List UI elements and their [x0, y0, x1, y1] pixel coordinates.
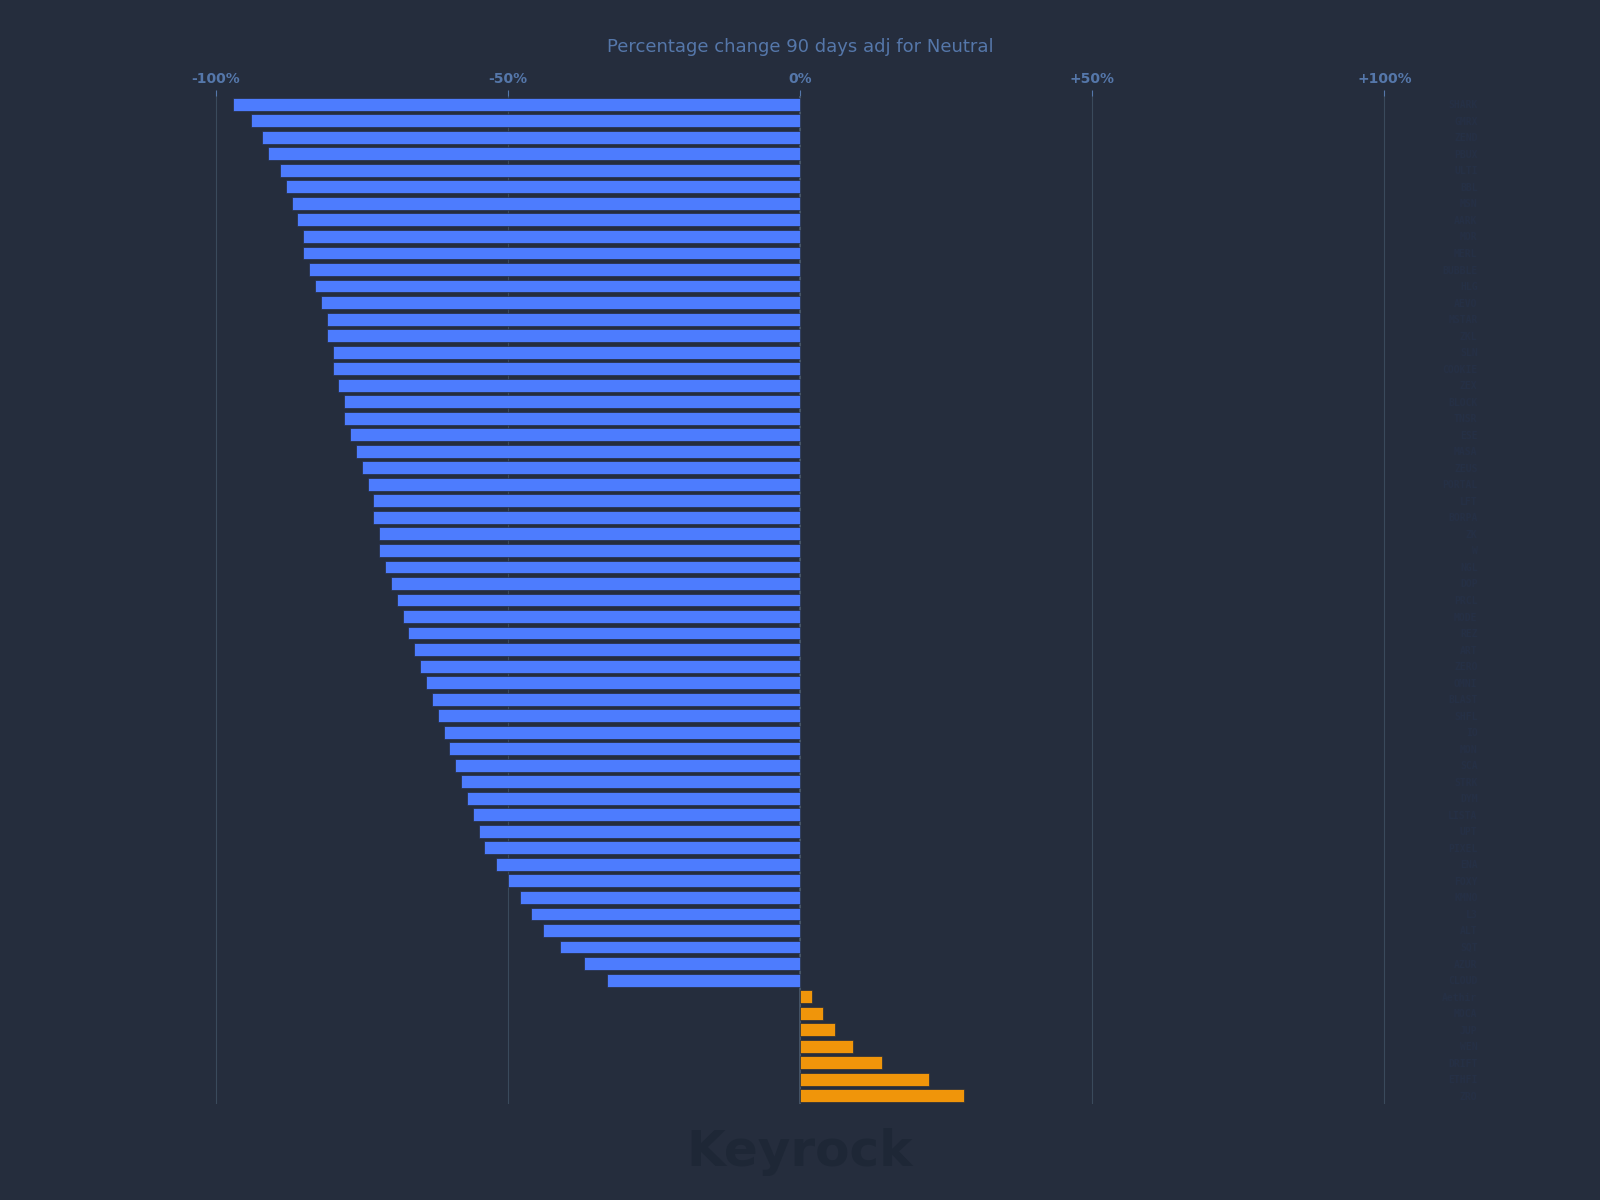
- Bar: [403, 610, 800, 623]
- Bar: [234, 98, 800, 110]
- Bar: [456, 758, 800, 772]
- Bar: [362, 461, 800, 474]
- Bar: [326, 329, 800, 342]
- Bar: [304, 230, 800, 242]
- Bar: [800, 1007, 824, 1020]
- Bar: [800, 1056, 882, 1069]
- Bar: [800, 990, 811, 1003]
- Bar: [344, 395, 800, 408]
- Bar: [496, 858, 800, 871]
- Bar: [584, 958, 800, 970]
- Bar: [800, 1090, 963, 1102]
- Bar: [432, 692, 800, 706]
- Bar: [443, 726, 800, 739]
- Bar: [344, 412, 800, 425]
- Bar: [379, 528, 800, 540]
- Bar: [379, 544, 800, 557]
- Bar: [397, 594, 800, 606]
- Bar: [800, 1024, 835, 1036]
- Bar: [467, 792, 800, 805]
- Bar: [326, 313, 800, 325]
- Bar: [450, 743, 800, 755]
- Bar: [350, 428, 800, 442]
- Bar: [438, 709, 800, 722]
- Bar: [315, 280, 800, 293]
- Bar: [291, 197, 800, 210]
- Bar: [414, 643, 800, 656]
- Bar: [461, 775, 800, 788]
- Bar: [426, 676, 800, 689]
- Bar: [507, 875, 800, 887]
- Bar: [800, 1039, 853, 1052]
- Bar: [800, 1073, 928, 1086]
- Bar: [262, 131, 800, 144]
- Text: Keyrock: Keyrock: [686, 1128, 914, 1176]
- Title: Percentage change 90 days adj for Neutral: Percentage change 90 days adj for Neutra…: [606, 38, 994, 56]
- Bar: [542, 924, 800, 937]
- Bar: [390, 577, 800, 590]
- Bar: [408, 626, 800, 640]
- Bar: [322, 296, 800, 310]
- Bar: [333, 362, 800, 376]
- Bar: [368, 478, 800, 491]
- Bar: [531, 907, 800, 920]
- Bar: [373, 511, 800, 524]
- Bar: [485, 841, 800, 854]
- Bar: [269, 148, 800, 161]
- Bar: [338, 379, 800, 391]
- Bar: [421, 660, 800, 672]
- Bar: [304, 246, 800, 259]
- Bar: [286, 180, 800, 193]
- Bar: [606, 973, 800, 986]
- Bar: [386, 560, 800, 574]
- Bar: [478, 824, 800, 838]
- Bar: [355, 445, 800, 457]
- Bar: [251, 114, 800, 127]
- Bar: [309, 263, 800, 276]
- Bar: [333, 346, 800, 359]
- Bar: [280, 164, 800, 176]
- Bar: [472, 809, 800, 821]
- Bar: [373, 494, 800, 508]
- Bar: [560, 941, 800, 954]
- Bar: [520, 890, 800, 904]
- Bar: [298, 214, 800, 227]
